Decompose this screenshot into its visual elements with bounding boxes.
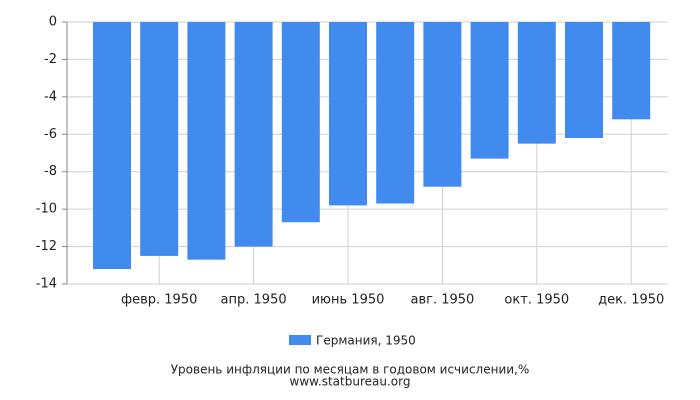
y-tick-label: 0 <box>49 15 57 30</box>
bar <box>93 22 131 270</box>
bar <box>423 22 462 187</box>
x-tick-label: дек. 1950 <box>598 293 664 308</box>
bar <box>517 22 556 144</box>
x-tick-label: февр. 1950 <box>121 293 197 308</box>
y-tick-label: -12 <box>36 239 57 254</box>
bar <box>612 22 651 120</box>
bar <box>329 22 367 206</box>
bar <box>470 22 509 159</box>
bar <box>565 22 603 139</box>
chart-subtitle: www.statbureau.org <box>290 375 411 389</box>
x-tick-label: авг. 1950 <box>410 293 474 308</box>
y-tick-label: -4 <box>44 89 57 104</box>
legend-label: Германия, 1950 <box>316 334 416 348</box>
bar <box>376 22 415 204</box>
bar <box>187 22 226 260</box>
y-tick-label: -6 <box>44 127 57 142</box>
y-tick-label: -14 <box>36 277 57 292</box>
x-tick-label: окт. 1950 <box>504 293 569 308</box>
x-tick-label: июнь 1950 <box>312 293 385 308</box>
bar <box>140 22 179 256</box>
legend-swatch <box>289 335 311 345</box>
y-tick-label: -10 <box>36 202 57 217</box>
bar <box>234 22 273 247</box>
x-tick-label: апр. 1950 <box>221 293 287 308</box>
bar <box>281 22 320 223</box>
chart-title: Уровень инфляции по месяцам в годовом ис… <box>171 363 530 377</box>
y-tick-label: -8 <box>44 164 57 179</box>
y-tick-label: -2 <box>44 52 57 67</box>
